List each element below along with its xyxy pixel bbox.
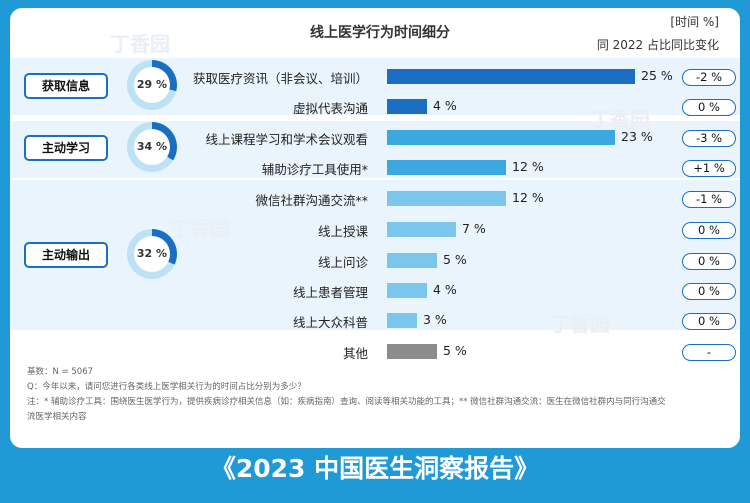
change-pill: -1 %: [682, 191, 736, 208]
bar-value-label: 7 %: [462, 221, 486, 236]
bar-value-label: 23 %: [621, 129, 653, 144]
bar-value-label: 12 %: [512, 190, 544, 205]
report-title: 《2023 中国医生洞察报告》: [210, 454, 540, 483]
row-label: 虚拟代表沟通: [292, 101, 368, 116]
change-header: 同 2022 占比同比变化: [596, 38, 719, 52]
change-pill: -3 %: [682, 130, 736, 147]
bar: [387, 99, 427, 114]
bar: [387, 283, 427, 298]
bar: [387, 69, 635, 84]
chart-card: 丁香园 丁香园 丁香园 丁香园 线上医学行为时间细分 [时间 %] 同 2022…: [10, 8, 740, 448]
chart-title: 线上医学行为时间细分: [310, 25, 450, 41]
bar: [387, 191, 506, 206]
row-label: 线上问诊: [317, 255, 368, 270]
bar: [387, 222, 456, 237]
bar: [387, 253, 437, 268]
group-label-info: 获取信息: [24, 73, 108, 99]
bar-value-label: 4 %: [433, 282, 457, 297]
row-label: 辅助诊疗工具使用*: [261, 162, 368, 177]
share-value: 32 %: [134, 236, 170, 272]
row-label: 线上患者管理: [292, 285, 368, 300]
group-band-output: [10, 180, 740, 330]
change-pill: +1 %: [682, 160, 736, 177]
bar-value-label: 25 %: [641, 68, 673, 83]
group-label-output: 主动输出: [24, 242, 108, 268]
share-value: 34 %: [134, 129, 170, 165]
watermark: 丁香园: [110, 32, 170, 56]
row-label: 线上授课: [317, 224, 368, 239]
change-pill: 0 %: [682, 313, 736, 330]
bar-value-label: 3 %: [423, 312, 447, 327]
notes: 基数：N = 5067 Q：今年以来，请问您进行各类线上医学相关行为的时间占比分…: [27, 365, 732, 425]
change-pill: 0 %: [682, 283, 736, 300]
share-value: 29 %: [134, 67, 170, 103]
change-pill: 0 %: [682, 222, 736, 239]
unit-label: [时间 %]: [670, 15, 719, 29]
row-label: 微信社群沟通交流**: [255, 193, 368, 208]
bar-value-label: 5 %: [443, 343, 467, 358]
note-footnote-line2: 流医学相关内容: [27, 412, 87, 422]
row-label: 获取医疗资讯（非会议、培训）: [192, 71, 368, 86]
row-label: 其他: [342, 346, 368, 361]
change-pill: 0 %: [682, 99, 736, 116]
note-footnote-line1: 注：* 辅助诊疗工具：围绕医生医学行为，提供疾病诊疗相关信息（如：疾病指南）查询…: [27, 397, 666, 407]
bar-value-label: 12 %: [512, 159, 544, 174]
share-ring-info: 29 %: [127, 60, 177, 110]
bar: [387, 130, 615, 145]
group-band-info: [10, 58, 740, 115]
row-label: 线上大众科普: [292, 315, 368, 330]
group-label-learning: 主动学习: [24, 135, 108, 161]
change-pill: -2 %: [682, 69, 736, 86]
bar-value-label: 5 %: [443, 252, 467, 267]
bar: [387, 344, 437, 359]
bar: [387, 313, 417, 328]
row-label: 线上课程学习和学术会议观看: [205, 132, 368, 147]
change-pill: -: [682, 344, 736, 361]
change-pill: 0 %: [682, 253, 736, 270]
note-base: 基数：N = 5067: [27, 367, 94, 377]
bar: [387, 160, 506, 175]
share-ring-output: 32 %: [127, 229, 177, 279]
bar-value-label: 4 %: [433, 98, 457, 113]
note-question: Q：今年以来，请问您进行各类线上医学相关行为的时间占比分别为多少？: [27, 382, 306, 392]
share-ring-learning: 34 %: [127, 122, 177, 172]
